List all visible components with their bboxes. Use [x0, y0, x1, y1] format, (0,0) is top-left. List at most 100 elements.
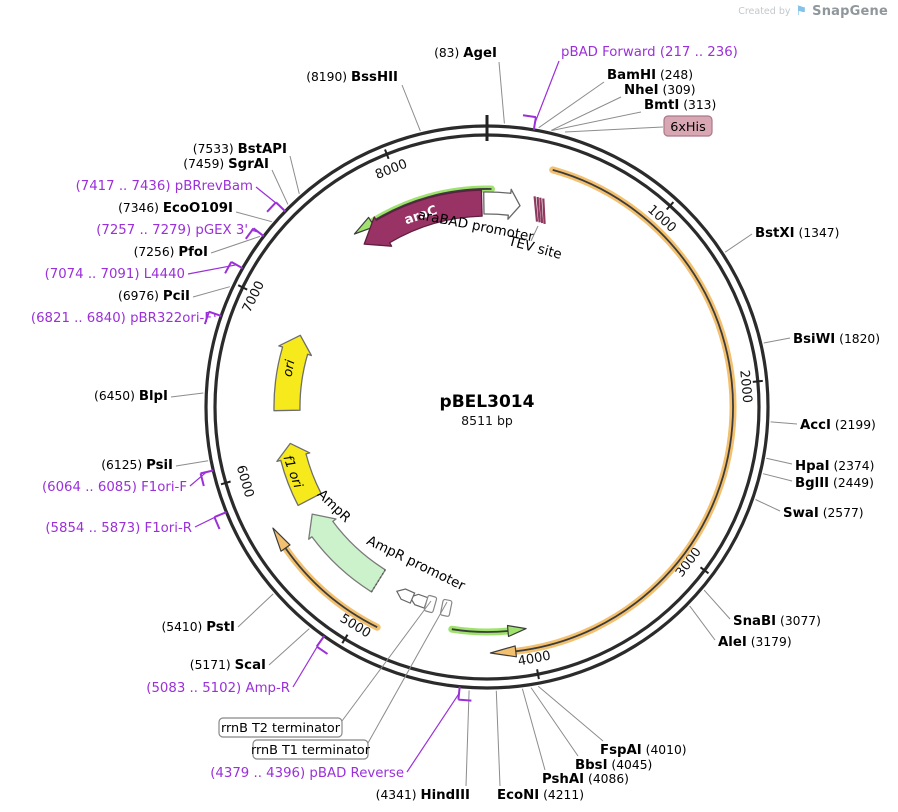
tick-5000 [341, 634, 349, 644]
ampr-dotted-end [370, 569, 386, 593]
plasmid-title-block: pBEL3014 8511 bp [440, 392, 535, 428]
enzyme-line-bsiwi [763, 337, 791, 344]
enzyme-line-swai [755, 499, 781, 512]
gene-arrow-arac-core [371, 188, 492, 223]
tick-8000 [384, 149, 390, 160]
primer-mark-pbr322ori-f [208, 310, 222, 317]
rrnb-t2-terminator-line [341, 600, 432, 722]
enzyme-line-hpai [766, 457, 793, 465]
enzyme-label-sgrai: (7459) SgrAI [183, 157, 269, 172]
primer-mark-l4440 [230, 261, 244, 270]
feature-ori [273, 334, 313, 412]
tick-label-8000: 8000 [373, 157, 409, 183]
enzyme-line-psti [237, 593, 274, 628]
ampr-promoter-arrow-1 [395, 588, 416, 604]
enzyme-label-swai: SwaI (2577) [783, 506, 864, 521]
ori-label: ori [281, 358, 299, 378]
tick-label-4000: 4000 [517, 649, 552, 670]
sixhis-tag-box [663, 115, 713, 137]
primer-label-pgex-3: (7257 .. 7279) pGEX 3' [96, 223, 248, 238]
primer-label-pbad-forward: pBAD Forward (217 .. 236) [561, 45, 738, 60]
enzyme-line-sgrai [271, 169, 289, 205]
tick-1000 [665, 201, 675, 211]
primer-line-f1ori-f [189, 471, 207, 487]
tev-hatch-3 [542, 198, 546, 224]
enzyme-label-acci: AccI (2199) [800, 418, 876, 433]
watermark-created-by: Created by [738, 6, 791, 17]
primer-label-f1ori-f: (6064 .. 6085) F1ori-F [42, 480, 187, 495]
enzyme-line-nhei [550, 96, 622, 131]
tick-2000 [752, 379, 763, 383]
enzyme-line-bstapi [289, 155, 300, 195]
primer-line-amp-r [292, 641, 321, 688]
enzyme-label-psti: (5410) PstI [161, 620, 235, 635]
enzyme-line-snabi [703, 589, 731, 620]
enzyme-label-agei: (83) AgeI [434, 46, 497, 61]
primer-line-pbad-reverse [406, 693, 460, 773]
sixhis-tag-label: 6xHis [670, 120, 706, 135]
primer-mark-foot-amp-r [316, 645, 329, 655]
primer-label-amp-r: (5083 .. 5102) Amp-R [146, 681, 290, 696]
primer-mark-amp-r [315, 635, 326, 648]
enzyme-label-pcii: (6976) PciI [118, 289, 190, 304]
snapgene-watermark: Created by ⚑ SnapGene [738, 4, 888, 19]
enzyme-label-econi: EcoNI (4211) [497, 788, 584, 803]
primer-mark-f1ori-f [200, 469, 214, 475]
enzyme-line-psii [175, 460, 209, 467]
primer-mark-pbad-reverse [457, 686, 461, 700]
enzyme-label-bstxi: BstXI (1347) [755, 226, 839, 241]
enzyme-line-pshai [521, 688, 546, 771]
primer-label-pbad-reverse: (4379 .. 4396) pBAD Reverse [210, 766, 404, 781]
tev-site-line [530, 225, 539, 242]
enzyme-label-bamhi: BamHI (248) [607, 68, 693, 83]
enzyme-label-nhei: NheI (309) [624, 83, 696, 98]
plasmid-name: pBEL3014 [439, 392, 535, 412]
enzyme-label-bsiwi: BsiWI (1820) [793, 332, 880, 347]
sixhis-tag-line [564, 126, 664, 133]
enzyme-label-hindiii: (4341) HindIII [376, 788, 470, 803]
enzyme-line-bsshii [401, 84, 421, 132]
orf-arrow-right [512, 166, 737, 655]
enzyme-label-bsshii: (8190) BssHII [306, 70, 398, 85]
tick-3000 [699, 566, 710, 575]
primer-label-pbrrevbam: (7417 .. 7436) pBRrevBam [76, 179, 253, 194]
tick-7000 [237, 284, 248, 291]
plasmid-size: 8511 bp [461, 413, 513, 428]
enzyme-line-fspai [537, 685, 604, 742]
tick-label-6000: 6000 [233, 464, 257, 500]
gene-arrow-arac-head [353, 216, 376, 235]
enzyme-line-scai [268, 628, 310, 666]
enzyme-line-econi [495, 690, 501, 787]
feature-arac [363, 189, 483, 247]
primer-mark-foot-l4440 [224, 261, 233, 274]
enzyme-label-pfoi: (7256) PfoI [134, 245, 208, 260]
enzyme-label-psii: (6125) PsiI [101, 458, 173, 473]
enzyme-label-hpai: HpaI (2374) [795, 459, 874, 474]
enzyme-line-bmti [551, 111, 642, 131]
primer-label-l4440: (7074 .. 7091) L4440 [45, 267, 185, 282]
enzyme-line-alei [689, 605, 716, 641]
enzyme-label-bstapi: (7533) BstAPI [193, 142, 287, 157]
primer-mark-foot-pbrrevbam [266, 201, 277, 213]
primer-label-f1ori-r: (5854 .. 5873) F1ori-R [45, 521, 192, 536]
primer-mark-foot-pgex-3 [244, 227, 255, 240]
primer-mark-pgex-3 [252, 227, 265, 237]
primer-mark-pbrrevbam [275, 201, 286, 213]
tev-hatch-1 [536, 196, 541, 223]
primer-mark-pbad-forward [532, 116, 537, 131]
orf-arrow-right-core [515, 169, 734, 653]
enzyme-line-bamhi [538, 81, 605, 129]
enzyme-label-bglii: BglII (2449) [795, 476, 874, 491]
enzyme-label-bbsi: BbsI (4045) [575, 758, 652, 773]
primer-line-pbad-forward [534, 60, 560, 124]
enzyme-label-alei: AleI (3179) [718, 635, 792, 650]
primer-mark-foot-f1ori-r [213, 516, 221, 530]
rrnb-t1-terminator-line [367, 601, 448, 744]
watermark-brand: SnapGene [812, 4, 888, 19]
feature-arabad-promoter [483, 188, 521, 220]
rrnb-t2-terminator-label: rrnB T2 terminator [221, 721, 341, 736]
orf-arrow-bottom-left-head [272, 527, 291, 552]
primer-label-pbr322ori-f: (6821 .. 6840) pBR322ori-F [31, 311, 212, 326]
